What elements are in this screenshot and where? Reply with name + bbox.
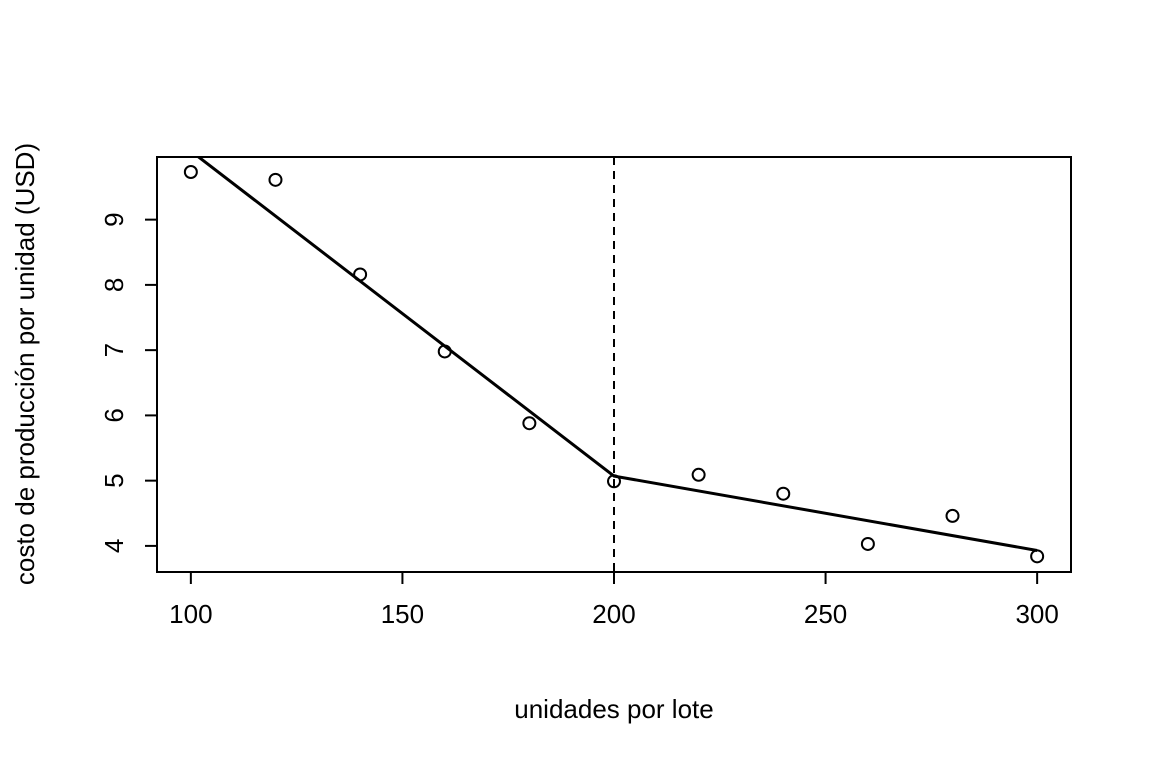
y-tick-label: 6 [99,408,129,422]
y-tick-label: 4 [99,539,129,553]
data-point [776,486,791,501]
x-tick-label: 150 [381,599,424,629]
plot-content [183,157,1045,572]
data-point [860,536,875,551]
x-tick-label: 100 [169,599,212,629]
y-axis: 4 5 6 7 8 9 [99,212,157,553]
x-tick-label: 200 [592,599,635,629]
x-tick-label: 300 [1015,599,1058,629]
data-point [353,267,368,282]
data-point [607,474,621,489]
fit-line [196,157,1038,552]
y-axis-title: costo de producción por unidad (USD) [10,143,40,585]
x-axis-title: unidades por lote [514,694,713,724]
y-tick-label: 9 [99,212,129,226]
x-tick-label: 250 [804,599,847,629]
x-axis: 100 150 200 250 300 [169,572,1059,629]
data-point [437,344,452,359]
data-point [522,416,537,431]
data-point [183,165,198,180]
y-tick-label: 7 [99,343,129,357]
data-point [268,172,283,187]
data-point [1030,549,1045,564]
y-tick-label: 5 [99,473,129,487]
data-point [691,467,706,482]
data-point [945,508,960,523]
y-tick-label: 8 [99,278,129,292]
